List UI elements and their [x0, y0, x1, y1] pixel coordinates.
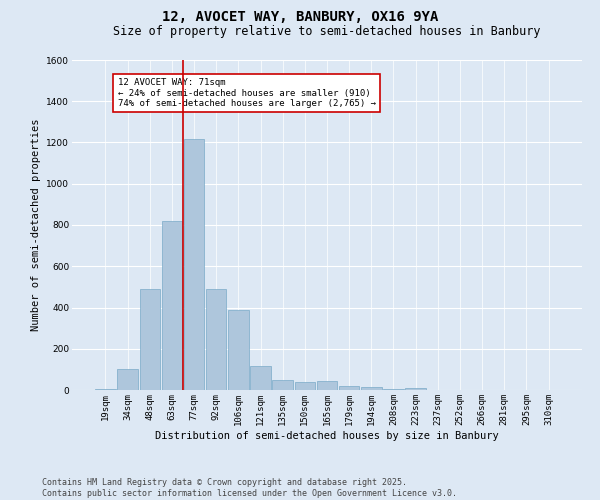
X-axis label: Distribution of semi-detached houses by size in Banbury: Distribution of semi-detached houses by …	[155, 430, 499, 440]
Bar	[140, 289, 160, 390]
Bar	[317, 380, 337, 390]
Text: Contains HM Land Registry data © Crown copyright and database right 2025.
Contai: Contains HM Land Registry data © Crown c…	[42, 478, 457, 498]
Bar	[228, 310, 248, 390]
Text: 12, AVOCET WAY, BANBURY, OX16 9YA: 12, AVOCET WAY, BANBURY, OX16 9YA	[162, 10, 438, 24]
Bar	[295, 382, 315, 390]
Bar	[118, 370, 138, 390]
Text: 12 AVOCET WAY: 71sqm
← 24% of semi-detached houses are smaller (910)
74% of semi: 12 AVOCET WAY: 71sqm ← 24% of semi-detac…	[118, 78, 376, 108]
Bar	[184, 140, 204, 390]
Bar	[95, 389, 116, 390]
Bar	[383, 389, 404, 390]
Bar	[272, 380, 293, 390]
Bar	[339, 386, 359, 390]
Y-axis label: Number of semi-detached properties: Number of semi-detached properties	[31, 118, 41, 331]
Bar	[361, 387, 382, 390]
Title: Size of property relative to semi-detached houses in Banbury: Size of property relative to semi-detach…	[113, 25, 541, 38]
Bar	[161, 221, 182, 390]
Bar	[406, 388, 426, 390]
Bar	[250, 366, 271, 390]
Bar	[206, 289, 226, 390]
